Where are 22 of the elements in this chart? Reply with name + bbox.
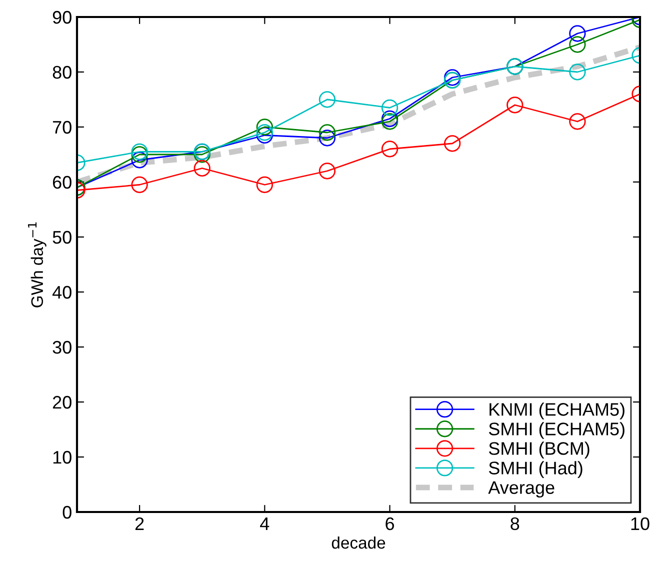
y-tick-label: 0 [62,506,72,519]
x-tick-label: 8 [510,517,520,530]
legend-label: KNMI (ECHAM5) [490,402,624,420]
y-tick-label: 20 [52,396,72,409]
y-tick-label: 70 [52,120,72,134]
x-tick-label: 4 [260,518,270,530]
x-axis-title: decade [332,536,386,549]
x-tick-label: 10 [631,517,650,530]
legend-label: Average [488,481,554,498]
y-tick-label: 10 [53,450,72,464]
legend-label: SMHI (BCM) [488,442,590,458]
x-tick-label: 2 [135,517,144,530]
y-tick-label: 40 [52,286,72,299]
y-tick-label: 80 [52,66,72,79]
y-axis-title: GWh day$^{−1}$ [28,222,46,308]
y-tick-label: 90 [52,10,72,24]
y-tick-label: 50 [52,230,72,244]
legend-label: SMHI (ECHAM5) [488,422,624,439]
y-tick-label: 30 [52,340,72,354]
y-tick-label: 60 [52,176,72,189]
x-tick-label: 6 [386,517,394,530]
legend-label: SMHI (Had) [488,461,582,478]
